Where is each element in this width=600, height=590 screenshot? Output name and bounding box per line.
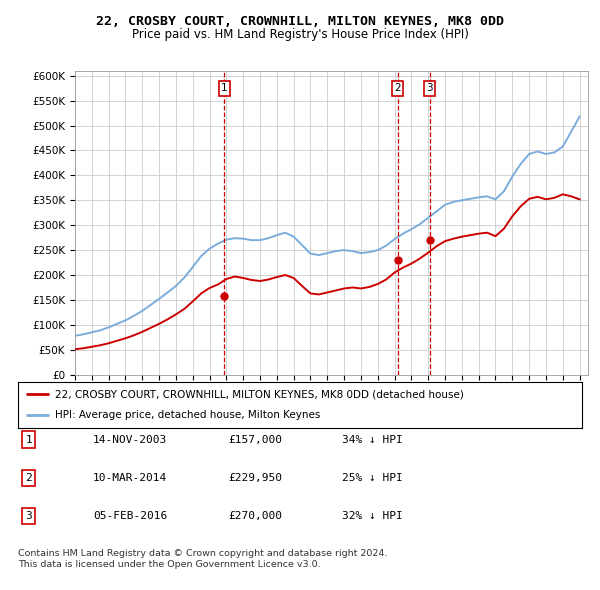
Text: £229,950: £229,950 [228, 473, 282, 483]
Text: 05-FEB-2016: 05-FEB-2016 [93, 512, 167, 521]
Text: 10-MAR-2014: 10-MAR-2014 [93, 473, 167, 483]
Text: 34% ↓ HPI: 34% ↓ HPI [342, 435, 403, 444]
Text: 22, CROSBY COURT, CROWNHILL, MILTON KEYNES, MK8 0DD (detached house): 22, CROSBY COURT, CROWNHILL, MILTON KEYN… [55, 389, 464, 399]
Text: 14-NOV-2003: 14-NOV-2003 [93, 435, 167, 444]
Text: 2: 2 [394, 83, 401, 93]
Text: 1: 1 [221, 83, 227, 93]
Text: HPI: Average price, detached house, Milton Keynes: HPI: Average price, detached house, Milt… [55, 410, 320, 420]
Text: Contains HM Land Registry data © Crown copyright and database right 2024.: Contains HM Land Registry data © Crown c… [18, 549, 388, 558]
Text: 2: 2 [25, 473, 32, 483]
Text: This data is licensed under the Open Government Licence v3.0.: This data is licensed under the Open Gov… [18, 560, 320, 569]
Text: £157,000: £157,000 [228, 435, 282, 444]
Text: 3: 3 [25, 512, 32, 521]
Text: 22, CROSBY COURT, CROWNHILL, MILTON KEYNES, MK8 0DD: 22, CROSBY COURT, CROWNHILL, MILTON KEYN… [96, 15, 504, 28]
Text: 1: 1 [25, 435, 32, 444]
Text: Price paid vs. HM Land Registry's House Price Index (HPI): Price paid vs. HM Land Registry's House … [131, 28, 469, 41]
Text: 32% ↓ HPI: 32% ↓ HPI [342, 512, 403, 521]
Text: 25% ↓ HPI: 25% ↓ HPI [342, 473, 403, 483]
Text: 3: 3 [427, 83, 433, 93]
Text: £270,000: £270,000 [228, 512, 282, 521]
